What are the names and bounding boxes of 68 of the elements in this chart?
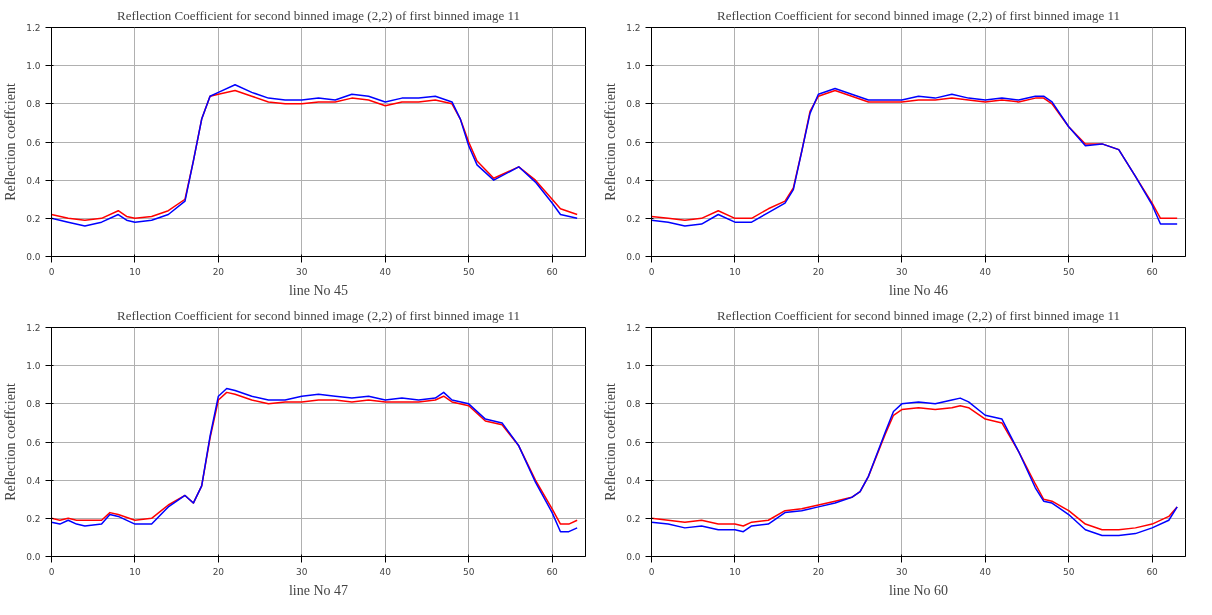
x-tick-label: 60 <box>546 566 559 577</box>
x-tick-label: 20 <box>212 566 225 577</box>
y-axis-title: Reflection coeffcient <box>3 83 19 201</box>
y-tick-label: 0.4 <box>626 475 641 486</box>
x-tick-label: 60 <box>1146 566 1159 577</box>
y-tick-label: 0.4 <box>626 175 641 186</box>
y-tick-label: 0.6 <box>26 137 41 148</box>
x-tick-label: 40 <box>979 266 992 277</box>
x-tick-label: 0 <box>648 566 655 577</box>
x-tick-label: 50 <box>462 266 475 277</box>
y-tick-label: 0.4 <box>26 175 41 186</box>
y-axis-title: Reflection coeffcient <box>3 383 19 501</box>
y-tick-label: 0.8 <box>626 399 641 410</box>
y-tick-label: 0.4 <box>26 475 41 486</box>
x-tick-label: 40 <box>379 566 392 577</box>
y-tick-label: 0.0 <box>26 252 41 262</box>
y-tick-label: 0.2 <box>26 513 41 524</box>
x-axis-title: line No 60 <box>888 582 949 598</box>
y-tick-label: 0.0 <box>26 552 41 562</box>
x-tick-label: 20 <box>812 266 825 277</box>
x-tick-label: 50 <box>1062 566 1075 577</box>
x-tick-label: 20 <box>812 566 825 577</box>
y-tick-label: 0.6 <box>626 437 641 448</box>
y-tick-label: 0.8 <box>626 99 641 110</box>
y-tick-label: 1.2 <box>626 23 641 33</box>
chart-title: Reflection Coefficient for second binned image (2,2) of first binned image 11 <box>117 307 520 323</box>
x-axis-title: line No 47 <box>288 582 349 598</box>
y-tick-label: 0.0 <box>626 252 641 262</box>
x-tick-label: 50 <box>1062 266 1075 277</box>
y-tick-label: 0.2 <box>626 213 641 224</box>
x-tick-label: 20 <box>212 266 225 277</box>
y-tick-label: 0.6 <box>626 137 641 148</box>
y-tick-label: 1.2 <box>626 323 641 333</box>
x-tick-label: 0 <box>648 266 655 277</box>
y-tick-label: 0.6 <box>26 437 41 448</box>
x-tick-label: 30 <box>296 266 308 277</box>
y-axis-title: Reflection coeffcient <box>603 383 619 501</box>
y-tick-label: 1.2 <box>26 323 41 333</box>
x-tick-label: 0 <box>48 266 55 277</box>
y-tick-label: 0.8 <box>26 99 41 110</box>
x-tick-label: 50 <box>462 566 475 577</box>
y-tick-label: 0.0 <box>626 552 641 562</box>
x-tick-label: 60 <box>546 266 559 277</box>
y-axis-title: Reflection coeffcient <box>603 83 619 201</box>
y-tick-label: 0.8 <box>26 399 41 410</box>
x-tick-label: 30 <box>896 566 908 577</box>
x-tick-label: 0 <box>48 566 55 577</box>
chart-title: Reflection Coefficient for second binned image (2,2) of first binned image 11 <box>717 307 1120 323</box>
y-tick-label: 1.0 <box>626 361 641 372</box>
x-axis-title: line No 45 <box>288 282 349 298</box>
y-tick-label: 0.2 <box>626 513 641 524</box>
x-tick-label: 30 <box>296 566 308 577</box>
y-tick-label: 1.0 <box>26 361 41 372</box>
x-tick-label: 10 <box>129 566 141 577</box>
x-tick-label: 10 <box>729 566 741 577</box>
chart-title: Reflection Coefficient for second binned image (2,2) of first binned image 11 <box>117 7 520 23</box>
x-tick-label: 30 <box>896 266 908 277</box>
y-tick-label: 1.0 <box>626 61 641 72</box>
x-tick-label: 40 <box>379 266 392 277</box>
x-tick-label: 40 <box>979 566 992 577</box>
x-tick-label: 10 <box>729 266 741 277</box>
y-tick-label: 1.0 <box>26 61 41 72</box>
x-tick-label: 10 <box>129 266 141 277</box>
y-tick-label: 1.2 <box>26 23 41 33</box>
y-tick-label: 0.2 <box>26 213 41 224</box>
x-tick-label: 60 <box>1146 266 1159 277</box>
x-axis-title: line No 46 <box>888 282 949 298</box>
chart-title: Reflection Coefficient for second binned image (2,2) of first binned image 11 <box>717 7 1120 23</box>
